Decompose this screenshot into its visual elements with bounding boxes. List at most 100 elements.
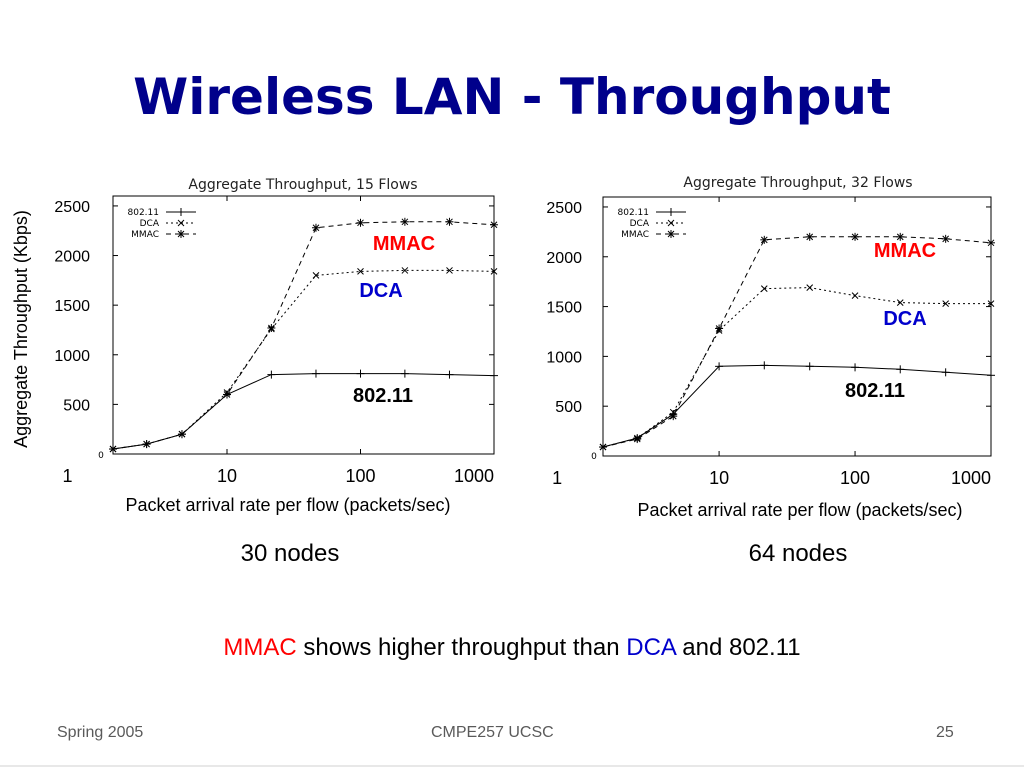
x-axis-label: Packet arrival rate per flow (packets/se… xyxy=(637,500,962,520)
data-point xyxy=(805,362,814,371)
legend-marker xyxy=(667,230,675,238)
data-point xyxy=(851,363,860,372)
data-point xyxy=(312,272,320,279)
annotation-mmac: MMAC xyxy=(373,233,435,255)
legend-marker xyxy=(177,230,185,238)
slide-title: Wireless LAN - Throughput xyxy=(133,68,891,126)
legend-marker xyxy=(177,208,185,216)
legend-marker xyxy=(177,219,185,227)
plot-frame xyxy=(602,196,992,457)
chart-title: Aggregate Throughput, 32 Flows xyxy=(683,175,912,191)
y-tick-label: 2000 xyxy=(546,250,582,267)
y-origin-label: 0 xyxy=(591,452,597,462)
summary-mmac: MMAC xyxy=(223,634,297,661)
x-tick-label: 100 xyxy=(840,468,870,488)
data-point xyxy=(356,218,365,227)
data-point xyxy=(896,232,905,241)
data-point xyxy=(806,284,814,292)
x-tick-label: 1 xyxy=(62,466,72,486)
annotation-dca: DCA xyxy=(359,280,402,302)
legend-label: DCA xyxy=(630,219,650,229)
data-point xyxy=(356,369,365,378)
series-line-dca xyxy=(112,269,495,450)
chart-30-nodes: Aggregate Throughput, 15 Flows5001000150… xyxy=(11,177,498,515)
series-line-dca xyxy=(602,287,991,448)
data-point xyxy=(599,443,607,452)
data-point xyxy=(851,232,860,241)
y-origin-label: 0 xyxy=(98,451,104,461)
data-point xyxy=(446,267,453,274)
chart-title: Aggregate Throughput, 15 Flows xyxy=(188,177,417,193)
data-point xyxy=(715,362,724,371)
data-point xyxy=(941,234,950,243)
summary-text: MMAC shows higher throughput than DCA an… xyxy=(0,634,1024,662)
series-line-mmac xyxy=(112,221,495,450)
data-point xyxy=(987,371,995,380)
data-point xyxy=(896,299,904,306)
footer-divider xyxy=(0,765,1024,767)
x-axis-label: Packet arrival rate per flow (packets/se… xyxy=(125,495,450,515)
data-point xyxy=(142,440,151,449)
data-point xyxy=(851,292,859,299)
summary-dca: DCA xyxy=(626,634,676,661)
data-point xyxy=(357,268,364,275)
summary-end: and 802.11 xyxy=(675,634,801,661)
data-point xyxy=(267,323,276,332)
data-point xyxy=(311,223,320,232)
chart-caption-30-nodes: 30 nodes xyxy=(240,540,340,567)
data-point xyxy=(760,285,768,292)
annotation-dca: DCA xyxy=(883,308,926,330)
y-tick-label: 2000 xyxy=(54,249,90,266)
data-point xyxy=(987,238,995,247)
y-tick-label: 1500 xyxy=(54,298,90,315)
x-tick-label: 10 xyxy=(709,468,729,488)
data-point xyxy=(222,390,231,399)
annotation-80211: 802.11 xyxy=(353,385,413,407)
data-point xyxy=(400,369,409,378)
legend-label: DCA xyxy=(140,219,160,229)
summary-middle: shows higher throughput than xyxy=(296,634,627,661)
y-tick-label: 500 xyxy=(63,397,90,414)
data-point xyxy=(400,217,409,226)
data-point xyxy=(987,300,995,307)
y-tick-label: 1000 xyxy=(54,348,90,365)
y-tick-label: 500 xyxy=(555,399,582,416)
data-point xyxy=(896,365,905,374)
data-point xyxy=(760,235,769,244)
series-line-mmac xyxy=(602,236,992,448)
data-point xyxy=(941,368,950,377)
annotation-80211: 802.11 xyxy=(845,380,905,402)
footer-page-number: 25 xyxy=(936,724,954,741)
data-point xyxy=(445,370,454,379)
chart-caption-64-nodes: 64 nodes xyxy=(748,540,848,567)
footer-left: Spring 2005 xyxy=(57,724,144,741)
data-point xyxy=(311,369,320,378)
legend-label: MMAC xyxy=(131,230,159,240)
x-tick-label: 1000 xyxy=(951,468,991,488)
series-line-80211 xyxy=(112,373,495,450)
data-point xyxy=(805,232,814,241)
data-point xyxy=(760,361,769,370)
legend-label: 802.11 xyxy=(128,208,160,218)
legend-marker xyxy=(667,219,675,227)
y-axis-label: Aggregate Throughput (Kbps) xyxy=(11,210,31,448)
y-tick-label: 2500 xyxy=(54,199,90,216)
data-point xyxy=(715,324,724,333)
legend-label: MMAC xyxy=(621,230,649,240)
data-point xyxy=(490,371,498,380)
plot-frame xyxy=(112,195,495,455)
chart-64-nodes: Aggregate Throughput, 32 Flows5001000150… xyxy=(546,175,995,520)
y-tick-label: 2500 xyxy=(546,200,582,217)
data-point xyxy=(109,445,117,454)
data-point xyxy=(633,435,642,444)
data-point xyxy=(669,412,678,421)
series-line-80211 xyxy=(602,364,992,448)
x-tick-label: 10 xyxy=(217,466,237,486)
x-tick-label: 1 xyxy=(552,468,562,488)
data-point xyxy=(401,267,409,274)
data-point xyxy=(942,300,950,307)
x-tick-label: 100 xyxy=(345,466,375,486)
